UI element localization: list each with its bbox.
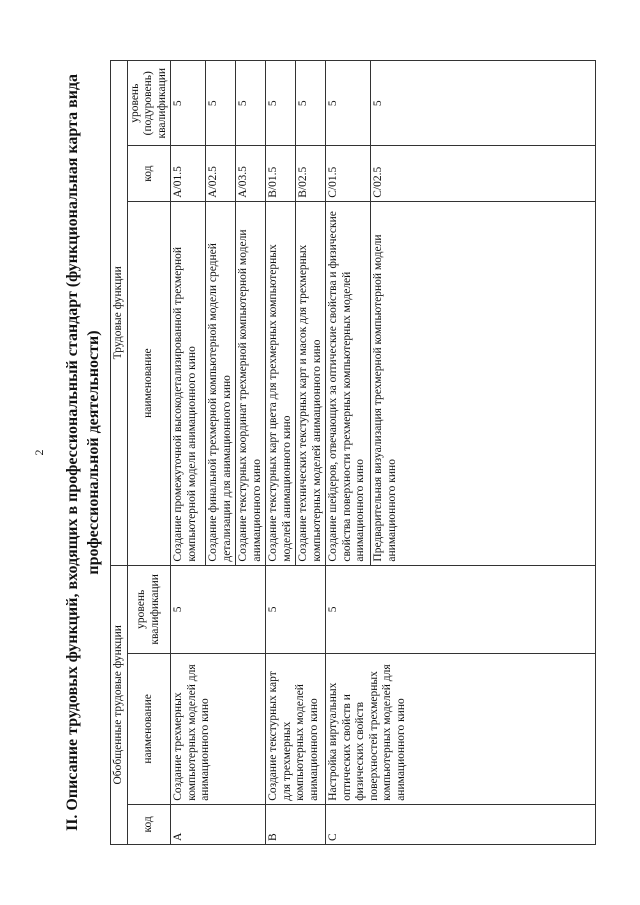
header-code: код [127,804,171,845]
function-code: A/03.5 [235,145,266,202]
page-number: 2 [32,449,46,456]
function-level: 5 [295,60,326,146]
function-level: 5 [235,60,266,146]
function-code: C/01.5 [325,145,371,202]
section-title: II. Описание трудовых функций, входящих … [62,20,104,885]
function-name: Создание шейдеров, отвечающих за оптичес… [325,201,371,566]
function-level: 5 [325,60,371,146]
function-level: 5 [370,60,596,146]
function-level: 5 [205,60,236,146]
function-name: Создание текстурных карт цвета для трехм… [265,201,296,566]
functional-map-table: Обобщенные трудовые функции Трудовые фун… [110,60,596,845]
function-level: 5 [265,60,296,146]
header-generalized-functions: Обобщенные трудовые функции [110,565,127,845]
function-code: B/02.5 [295,145,326,202]
function-code: C/02.5 [370,145,596,202]
table-row: B Создание текстурных карт для трехмерны… [265,60,326,845]
function-name: Создание текстурных координат трехмерной… [235,201,266,566]
group-name: Создание текстурных карт для трехмерных … [265,653,326,805]
header-tf-level: уровень (подуровень) квалификации [127,60,171,146]
title-line: профессиональной деятельности) [85,330,102,575]
group-level: 5 [325,565,596,654]
function-name: Создание финальной трехмерной компьютерн… [205,201,236,566]
table-row: C Настройка виртуальных оптических свойс… [325,60,596,845]
function-name: Создание технических текстурных карт и м… [295,201,326,566]
group-level: 5 [170,565,266,654]
function-code: B/01.5 [265,145,296,202]
function-code: A/01.5 [170,145,206,202]
header-tf-name: наименование [127,201,171,566]
function-level: 5 [170,60,206,146]
header-labor-functions: Трудовые функции [110,60,127,566]
group-code: A [170,804,266,845]
group-code: B [265,804,326,845]
group-level: 5 [265,565,326,654]
header-level: уровень квалификации [127,565,171,654]
header-name: наименование [127,653,171,805]
group-name: Создание трехмерных компьютерных моделей… [170,653,266,805]
header-tf-code: код [127,145,171,202]
title-line: II. Описание трудовых функций, входящих … [64,73,81,832]
function-name: Предварительная визуализация трехмерной … [370,201,596,566]
table-row: A Создание трехмерных компьютерных модел… [170,60,266,845]
group-code: C [325,804,596,845]
function-name: Создание промежуточной высокодетализиров… [170,201,206,566]
group-name: Настройка виртуальных оптических свойств… [325,653,596,805]
function-code: A/02.5 [205,145,236,202]
